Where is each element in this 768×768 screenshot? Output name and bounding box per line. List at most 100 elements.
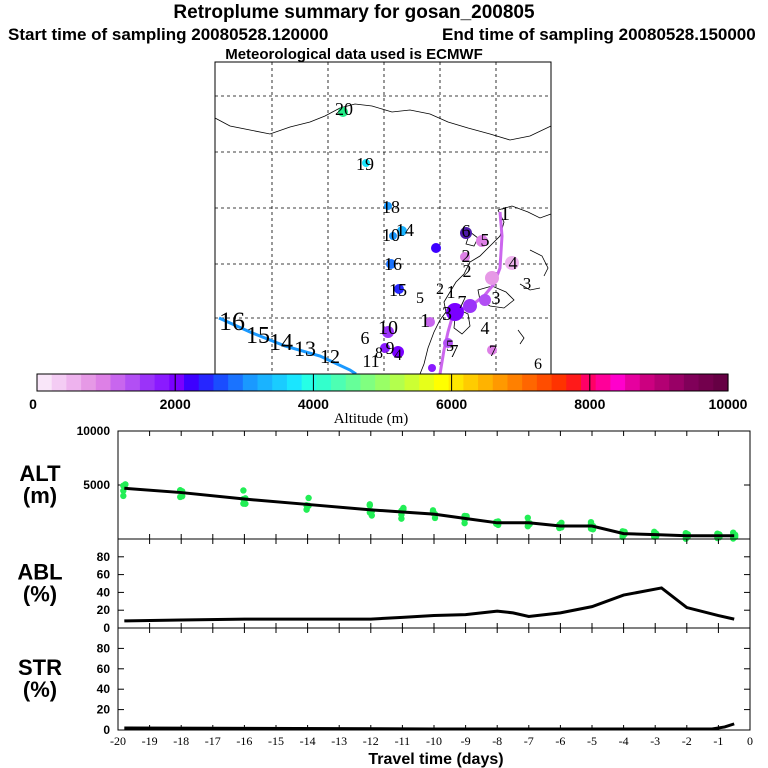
- panel-frame: [117, 430, 751, 540]
- colorbar-cell: [81, 374, 97, 391]
- plume-dot: [460, 252, 470, 262]
- panel-abl: 0 20 40 60 80 ABL(%): [17, 538, 751, 635]
- plume-number-label: 2: [463, 261, 472, 281]
- panel-frame: [117, 627, 751, 731]
- plume-number-label: 13: [294, 336, 316, 361]
- x-tick-label: 0: [747, 734, 753, 748]
- x-tick-label: -20: [110, 734, 126, 748]
- y-tick-label: 5000: [83, 478, 110, 492]
- colorbar-cell: [625, 374, 641, 391]
- colorbar-cell: [66, 374, 82, 391]
- y-tick-label: 10000: [77, 424, 111, 438]
- colorbar-cell: [639, 374, 656, 391]
- colorbar-label: Altitude (m): [334, 411, 409, 427]
- colorbar-cell: [522, 374, 538, 391]
- alt-point: [366, 501, 373, 508]
- plume-dot: [382, 326, 394, 338]
- plume-number-label: 4: [394, 347, 402, 364]
- colorbar-cell: [331, 374, 347, 391]
- plume-dot: [392, 346, 404, 358]
- plume-dot: [487, 345, 497, 355]
- colorbar-cell: [257, 374, 273, 391]
- plume-dot: [425, 317, 435, 327]
- x-tick-label: -14: [300, 734, 316, 748]
- colorbar-cell: [213, 374, 229, 391]
- plume-number-label: 9: [386, 338, 395, 358]
- plume-number-label: 11: [362, 351, 379, 371]
- plume-dot: [446, 303, 464, 321]
- plume-centroids: [338, 107, 519, 372]
- colorbar-cell: [610, 374, 626, 391]
- plume-dot: [431, 243, 441, 253]
- colorbar-cell: [110, 374, 126, 391]
- colorbar-tick-label: 4000: [298, 396, 329, 412]
- x-tick-label: -17: [205, 734, 221, 748]
- colorbar-tick-label: 2000: [160, 396, 191, 412]
- colorbar-cell: [51, 374, 68, 391]
- plume-dot: [476, 235, 488, 247]
- y-tick-label: 60: [97, 568, 111, 582]
- x-tick-label: -8: [492, 734, 502, 748]
- y-axis-label: (%): [23, 677, 57, 702]
- colorbar-cell: [198, 374, 215, 391]
- colorbar-ticks: 0 2000 4000 6000 8000 10000: [29, 374, 748, 412]
- alt-scatter: [120, 481, 739, 542]
- coastlines: [214, 103, 552, 375]
- str-line: [124, 722, 735, 731]
- alt-point: [240, 487, 247, 494]
- abl-line: [124, 586, 735, 623]
- colorbar-cell: [536, 374, 553, 391]
- plume-number-label: 16: [219, 307, 245, 336]
- colorbar-cell: [492, 374, 509, 391]
- colorbar-cell: [566, 374, 582, 391]
- colorbar-cell: [228, 374, 244, 391]
- plume-number-label: 8: [375, 345, 383, 362]
- trajectory-line-east: [438, 211, 504, 375]
- plume-dot: [479, 294, 491, 306]
- colorbar-cell: [669, 374, 685, 391]
- plume-number-label: 2: [436, 281, 444, 298]
- colorbar-cell: [433, 374, 450, 391]
- plume-number-label: 7: [450, 341, 459, 361]
- y-tick-label: 40: [97, 682, 111, 696]
- y-axis-label: ABL: [17, 560, 62, 585]
- plume-dot: [485, 271, 499, 285]
- colorbar-cells: [37, 374, 729, 391]
- colorbar-cell: [595, 374, 611, 391]
- x-axis-label: Travel time (days): [368, 751, 503, 768]
- plume-number-label: 6: [462, 221, 471, 241]
- plume-number-label: 12: [320, 346, 340, 368]
- plume-dot: [384, 202, 392, 210]
- y-tick-label: 80: [97, 550, 111, 564]
- alt-point: [587, 518, 595, 526]
- x-tick-label: -13: [331, 734, 347, 748]
- plume-number-label: 20: [335, 99, 353, 119]
- colorbar-cell: [301, 374, 317, 391]
- plume-number-label: 16: [384, 254, 402, 274]
- x-tick-label: -11: [395, 734, 411, 748]
- colorbar-tick-label: 6000: [436, 396, 467, 412]
- colorbar-cell: [345, 374, 362, 391]
- colorbar-cell: [580, 374, 597, 391]
- colorbar-cell: [360, 374, 376, 391]
- plume-dot: [338, 107, 348, 117]
- plume-number-label: 7: [458, 292, 467, 312]
- colorbar-cell: [404, 374, 420, 391]
- plume-number-label: 3: [442, 303, 452, 325]
- plume-number-label: 19: [356, 154, 374, 174]
- y-axis-label: (%): [23, 582, 57, 607]
- colorbar-cell: [419, 374, 435, 391]
- plume-number-label: 4: [509, 253, 518, 273]
- end-time: End time of sampling 20080528.150000: [442, 25, 756, 44]
- x-tick-label: -16: [236, 734, 252, 748]
- plume-number-label: 6: [534, 356, 542, 373]
- plume-number-label: 7: [489, 343, 497, 360]
- colorbar-cell: [154, 374, 170, 391]
- y-tick-label: 40: [97, 585, 111, 599]
- colorbar-cell: [242, 374, 259, 391]
- colorbar: 0 2000 4000 6000 8000 10000 Altitude (m): [29, 373, 748, 427]
- plume-number-label: 15: [389, 280, 407, 300]
- y-axis-label: STR: [18, 655, 62, 680]
